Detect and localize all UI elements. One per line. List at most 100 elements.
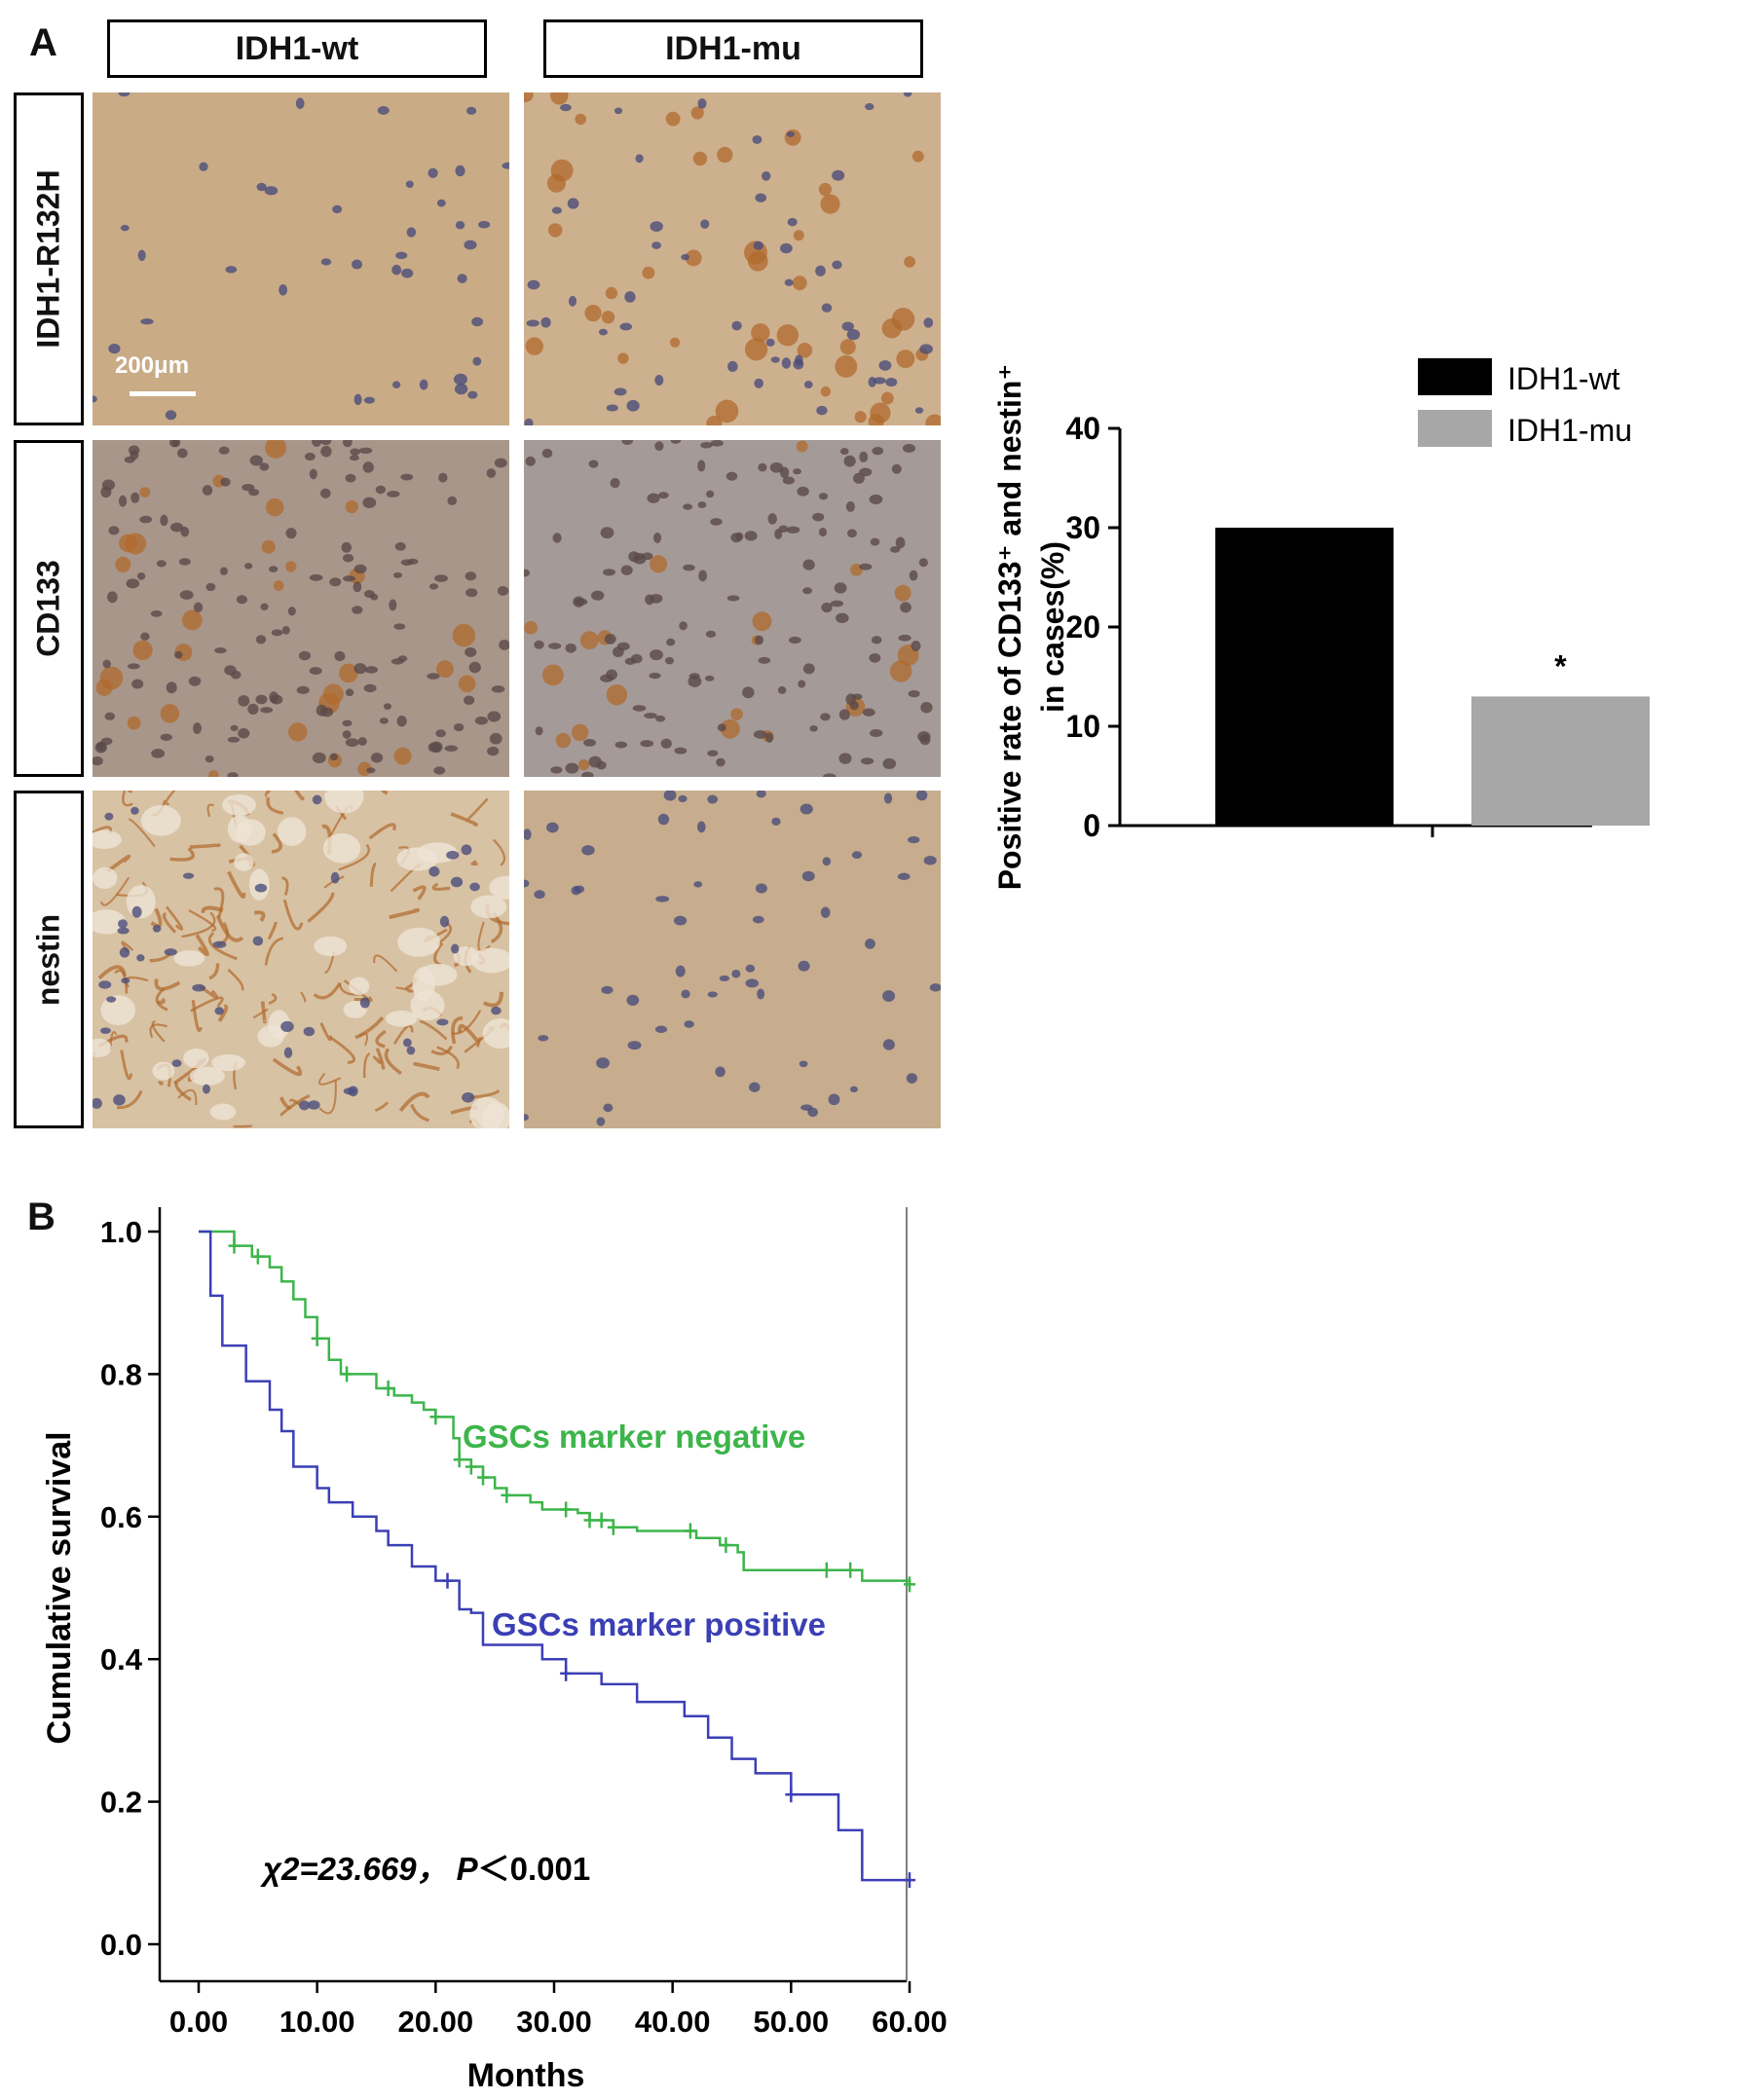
cell-nucleus [342,719,353,727]
cell-nucleus [296,685,310,694]
cell-nucleus [626,399,640,412]
cell-nucleus [614,107,623,115]
cell-nucleus [353,663,367,675]
cell-nucleus [705,630,717,638]
cell-nucleus [444,745,459,752]
cell-nucleus [342,575,356,582]
cell-nucleus [710,440,724,447]
cell-nucleus [230,724,239,731]
stained-cell [744,338,768,361]
cell-nucleus [136,954,145,962]
cell-nucleus [903,92,912,97]
km-x-tick-label: 10.00 [279,2005,355,2039]
cell-nucleus [130,450,139,461]
row-label-text: CD133 [30,560,66,657]
cell-nucleus [406,1046,416,1055]
cell-nucleus [757,988,765,1000]
cell-nucleus [604,634,616,645]
cell-nucleus [654,374,664,387]
tissue-vacuole [227,815,252,843]
cell-nucleus [755,635,764,645]
cell-nucleus [821,602,833,613]
nestin-fiber [450,812,478,827]
cell-nucleus [106,996,117,1003]
cell-nucleus [393,623,406,630]
cell-nucleus [472,356,482,366]
nestin-fiber [191,1000,203,1033]
cell-nucleus [447,496,458,505]
cell-nucleus [624,657,636,665]
nestin-fiber [201,905,224,914]
cell-nucleus [538,1035,549,1042]
cell-nucleus [869,729,883,738]
cell-nucleus [524,569,531,577]
cell-nucleus [716,757,725,767]
cell-nucleus [788,636,801,645]
cell-nucleus [664,656,674,665]
cell-nucleus [464,239,477,250]
nestin-fiber [155,987,168,1012]
cell-nucleus [98,980,112,989]
stained-cell [854,411,867,424]
cell-nucleus [771,817,781,826]
cell-nucleus [915,791,928,801]
cell-nucleus [786,526,800,534]
cell-nucleus [784,278,794,286]
cell-nucleus [869,652,881,663]
nestin-fiber [252,1008,269,1019]
cell-nucleus [590,590,605,601]
cell-nucleus [524,879,530,888]
cell-nucleus [450,876,464,888]
row-label-idh1-r132h: IDH1-R132H [14,92,84,425]
nestin-fiber [375,1048,386,1070]
cell-nucleus [212,940,227,948]
cell-nucleus [603,1103,614,1113]
cell-nucleus [93,755,103,766]
cell-nucleus [567,198,579,209]
stained-cell [793,230,804,241]
cell-nucleus [312,752,326,764]
cell-nucleus [745,964,756,973]
cell-nucleus [389,599,397,611]
cell-nucleus [334,650,346,662]
cell-nucleus [260,707,274,714]
cell-nucleus [719,975,730,981]
cell-nucleus [525,456,536,466]
nestin-fiber [289,1098,302,1107]
cell-nucleus [769,461,784,473]
stained-cell [784,129,801,146]
cell-nucleus [610,478,620,489]
km-y-tick-label: 1.0 [100,1215,142,1249]
cell-nucleus [214,647,227,654]
nestin-fiber [208,963,220,980]
cell-nucleus [247,703,259,716]
cell-nucleus [730,533,743,543]
cell-nucleus [320,440,332,446]
nestin-fiber [114,969,129,994]
cell-nucleus [353,581,362,593]
cell-nucleus [406,227,417,238]
km-x-tick-label: 50.00 [754,2005,830,2039]
cell-nucleus [818,493,829,500]
cell-nucleus [802,587,813,595]
cell-nucleus [269,566,279,572]
cell-nucleus [754,378,763,388]
nestin-fiber [128,818,156,848]
tissue-vacuole [100,995,136,1026]
cell-nucleus [395,251,408,260]
cell-nucleus [248,489,260,497]
tissue-background [524,791,941,1128]
stained-cell [524,620,538,635]
cell-nucleus [242,484,255,492]
cell-nucleus [540,316,551,328]
nestin-fiber [381,791,389,795]
nestin-fiber [181,911,216,939]
cell-nucleus [469,882,480,892]
cell-nucleus [199,162,208,171]
cell-nucleus [859,563,873,571]
nestin-fiber [436,1046,460,1070]
cell-nucleus [357,737,367,746]
cell-nucleus [117,927,130,935]
stained-cell [339,663,358,683]
cell-nucleus [280,1020,294,1032]
